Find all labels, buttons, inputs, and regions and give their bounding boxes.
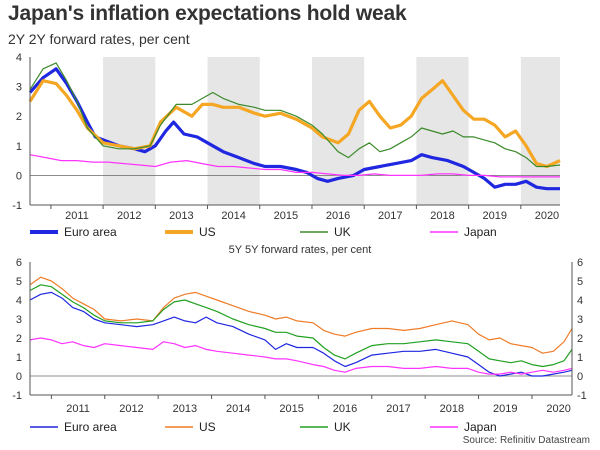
top-legend: Euro area US UK Japan <box>30 225 497 239</box>
legend-label: US <box>199 420 216 434</box>
y-tick-label: 1 <box>16 352 22 364</box>
y-tick-label: 0 <box>16 170 22 182</box>
series-line-us <box>29 276 573 354</box>
x-tick-label: 2018 <box>440 403 464 415</box>
x-tick-label: 2016 <box>333 403 357 415</box>
y-tick-label-right: 4 <box>577 295 583 307</box>
x-tick-label: 2016 <box>326 210 350 222</box>
bottom-chart-subtitle: 5Y 5Y forward rates, per cent <box>229 244 372 256</box>
source-note: Source: Refinitiv Datastream <box>462 435 590 446</box>
y-tick-label-right: 0 <box>577 371 583 383</box>
x-tick-label: 2011 <box>66 403 90 415</box>
x-tick-label: 2014 <box>226 403 250 415</box>
series-line-euro-area <box>28 67 560 191</box>
legend-label: US <box>199 225 216 239</box>
y-tick-label-right: 3 <box>577 314 583 326</box>
x-tick-label: 2017 <box>386 403 410 415</box>
series-line-japan <box>29 337 573 375</box>
legend-item: Japan <box>430 420 497 434</box>
y-tick-label: 0 <box>16 371 22 383</box>
x-tick-label: 2019 <box>482 210 506 222</box>
legend-item: UK <box>300 225 351 239</box>
y-tick-label-right: 5 <box>577 276 583 288</box>
x-tick-label: 2011 <box>65 210 89 222</box>
x-tick-label: 2020 <box>546 403 570 415</box>
y-tick-label-right: 6 <box>577 257 583 269</box>
bottom-legend: Euro area US UK Japan <box>30 420 497 434</box>
top-axes: -1 0 1 2 3 4 2011 2012 2013 2014 2015 2016 2017 2018 2… <box>12 52 560 222</box>
x-tick-label: 2020 <box>535 210 559 222</box>
x-tick-label: 2015 <box>274 210 298 222</box>
y-tick-label: 2 <box>16 333 22 345</box>
top-series-lines <box>28 62 561 191</box>
legend-item: Euro area <box>30 225 117 239</box>
x-tick-label: 2013 <box>173 403 197 415</box>
shaded-band-2012 <box>103 57 156 205</box>
x-tick-label: 2018 <box>430 210 454 222</box>
y-tick-label: 6 <box>16 257 22 269</box>
x-tick-label: 2012 <box>117 210 141 222</box>
y-tick-label: 4 <box>16 295 22 307</box>
series-line-euro-area <box>29 291 573 377</box>
y-tick-label: 2 <box>16 111 22 123</box>
legend-label: Euro area <box>64 225 117 239</box>
legend-label: Japan <box>464 420 497 434</box>
x-tick-label: 2014 <box>221 210 245 222</box>
legend-label: UK <box>334 225 351 239</box>
legend-label: Euro area <box>64 420 117 434</box>
y-tick-label: -1 <box>12 390 22 402</box>
y-tick-label: 3 <box>16 82 22 94</box>
x-tick-label: 2012 <box>119 403 143 415</box>
shaded-band-2014 <box>207 57 260 205</box>
legend-item: UK <box>300 420 351 434</box>
y-tick-label: 5 <box>16 276 22 288</box>
x-tick-label: 2015 <box>279 403 303 415</box>
legend-item: US <box>165 225 216 239</box>
chart-title: Japan's inflation expectations hold weak <box>8 2 407 25</box>
y-tick-label: 4 <box>16 52 22 64</box>
series-line-japan <box>29 154 560 178</box>
x-tick-label: 2019 <box>493 403 517 415</box>
y-tick-label: -1 <box>12 200 22 212</box>
series-line-uk <box>29 62 561 168</box>
x-tick-label: 2013 <box>169 210 193 222</box>
legend-label: UK <box>334 420 351 434</box>
top-chart-subtitle: 2Y 2Y forward rates, per cent <box>8 31 190 47</box>
series-line-uk <box>29 284 573 368</box>
legend-label: Japan <box>464 225 497 239</box>
legend-item: Euro area <box>30 420 117 434</box>
bottom-series-lines <box>29 276 573 377</box>
legend-item: Japan <box>430 225 497 239</box>
x-tick-label: 2017 <box>378 210 402 222</box>
y-tick-label: 3 <box>16 314 22 326</box>
series-line-us <box>28 79 561 169</box>
y-tick-label: 1 <box>16 141 22 153</box>
bottom-axes: -1 -1 0 0 1 1 2 2 3 3 4 4 5 5 6 6 2011 2012 2013 2014 2015 20… <box>12 257 587 415</box>
y-tick-label-right: -1 <box>577 390 587 402</box>
y-tick-label-right: 1 <box>577 352 583 364</box>
legend-item: US <box>165 420 216 434</box>
y-tick-label-right: 2 <box>577 333 583 345</box>
